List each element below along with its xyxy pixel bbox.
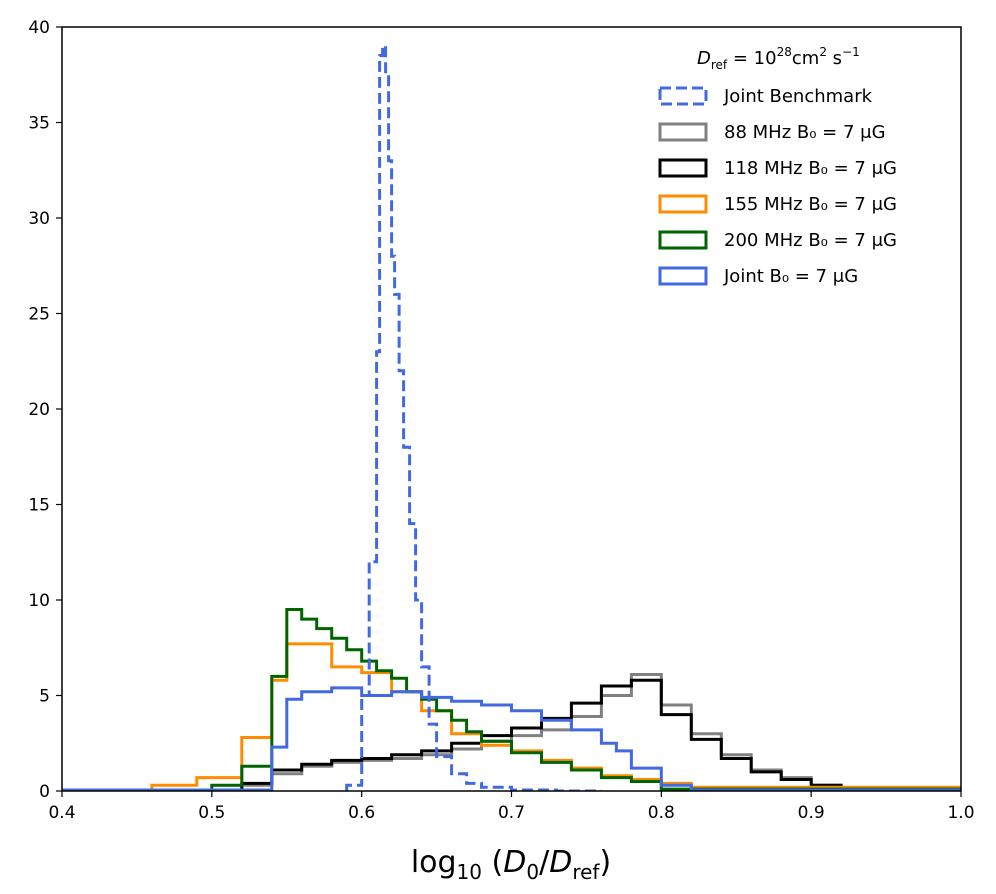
- series-2-histogram: [62, 642, 961, 791]
- series-5-histogram: [345, 44, 602, 791]
- legend-label-4: Joint B₀ = 7 μG: [723, 266, 858, 287]
- y-tick-label: 0: [39, 782, 50, 802]
- y-tick-label: 35: [28, 114, 50, 134]
- y-tick-label: 30: [28, 209, 50, 229]
- legend-swatch-3: [658, 230, 708, 250]
- series-3-histogram: [62, 608, 961, 791]
- y-tick-label: 5: [39, 687, 50, 707]
- legend-label-2: 155 MHz B₀ = 7 μG: [724, 194, 897, 215]
- legend-swatch-0: [658, 122, 708, 142]
- legend-label-0: 88 MHz B₀ = 7 μG: [724, 122, 886, 143]
- legend-swatch-5: [658, 86, 708, 106]
- y-tick-label: 25: [28, 305, 50, 325]
- ticks-layer: 0.4 0.5 0.6 0.7 0.8 0.9 1.0 0 5 10 15 20 25 30 35 40: [28, 18, 974, 823]
- x-tick-label: 0.6: [348, 803, 375, 823]
- x-tick-label: 0.5: [198, 803, 225, 823]
- y-tick-label: 10: [28, 591, 50, 611]
- series-layer: [62, 44, 961, 791]
- x-axis-label: log10 (D0/Dref): [411, 845, 611, 884]
- x-tick-label: 1.0: [947, 803, 974, 823]
- legend-swatch-2: [658, 194, 708, 214]
- series-1-histogram: [62, 678, 961, 791]
- legend: Dref = 1028cm2 s−1 Joint Benchmark 88 MHz …: [658, 45, 897, 287]
- legend-swatch-1: [658, 158, 708, 178]
- legend-title: Dref = 1028cm2 s−1: [697, 45, 860, 72]
- x-tick-label: 0.4: [48, 803, 75, 823]
- legend-label-3: 200 MHz B₀ = 7 μG: [724, 230, 897, 251]
- legend-label-1: 118 MHz B₀ = 7 μG: [724, 158, 897, 179]
- x-tick-label: 0.9: [798, 803, 825, 823]
- y-tick-label: 20: [28, 400, 50, 420]
- x-tick-label: 0.7: [498, 803, 525, 823]
- legend-swatch-4: [658, 266, 708, 286]
- series-0-histogram: [62, 673, 961, 791]
- y-tick-label: 40: [28, 18, 50, 38]
- series-4-histogram: [62, 686, 961, 791]
- legend-label-5: Joint Benchmark: [723, 86, 873, 107]
- y-tick-label: 15: [28, 496, 50, 516]
- x-tick-label: 0.8: [648, 803, 675, 823]
